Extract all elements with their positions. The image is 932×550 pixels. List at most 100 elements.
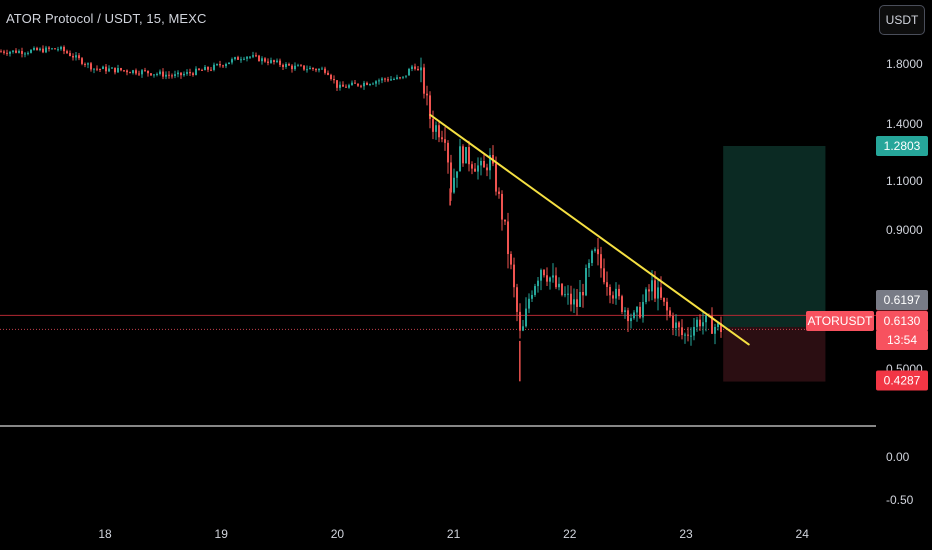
candle-body	[345, 86, 347, 88]
trendline[interactable]	[429, 114, 750, 346]
candle-body	[660, 287, 662, 298]
candle-body	[693, 326, 695, 336]
candle-body	[441, 137, 443, 140]
candle-body	[81, 58, 83, 64]
candle-body	[510, 254, 512, 265]
candle-body	[180, 72, 182, 76]
candle-body	[498, 191, 500, 194]
candle-body	[321, 68, 323, 70]
candle-body	[354, 82, 356, 84]
y-tick-label: 1.8000	[886, 57, 923, 71]
candle-body	[123, 70, 125, 72]
price-tag-countdown[interactable]	[876, 330, 928, 350]
candle-body	[210, 69, 212, 71]
candle-body	[90, 63, 92, 70]
candle-body	[600, 254, 602, 269]
candle-body	[450, 162, 452, 193]
candle-body	[327, 72, 329, 75]
candle-body	[162, 71, 164, 77]
candle-body	[318, 68, 320, 71]
candle-body	[666, 301, 668, 311]
price-tag-stop-bottom[interactable]	[876, 370, 928, 391]
y-tick-label: 0.00	[886, 450, 910, 464]
symbol-title: ATOR Protocol / USDT, 15, MEXC	[6, 11, 207, 26]
candle-body	[669, 310, 671, 316]
candle-body	[69, 53, 71, 56]
candle-body	[18, 51, 20, 53]
price-tag-prev-price[interactable]	[876, 290, 928, 310]
candle-body	[624, 310, 626, 312]
candle-body	[153, 74, 155, 76]
candle-body	[582, 291, 584, 296]
x-tick-label: 20	[331, 527, 345, 541]
candle-body	[234, 57, 236, 60]
y-tick-label: 1.4000	[886, 117, 923, 131]
candle-body	[366, 82, 368, 85]
candle-body	[522, 326, 524, 331]
candle-body	[225, 64, 227, 67]
candle-body	[687, 334, 689, 336]
currency-button[interactable]: USDT	[879, 5, 925, 35]
candle-body	[405, 75, 407, 77]
loss-zone[interactable]	[723, 327, 826, 382]
price-tag-last-price[interactable]	[876, 311, 928, 331]
price-tag-target[interactable]	[876, 136, 928, 156]
candle-body	[21, 51, 23, 54]
candle-body	[240, 59, 242, 61]
candle-body	[438, 125, 440, 138]
candle-body	[639, 306, 641, 318]
price-tag-text-last-price: 0.6130	[884, 314, 921, 328]
profit-zone[interactable]	[723, 146, 826, 327]
candle-body	[699, 319, 701, 327]
candle-body	[150, 73, 152, 76]
candle-body	[657, 287, 659, 299]
candle-body	[120, 68, 122, 71]
candle-body	[87, 63, 89, 65]
candle-body	[372, 83, 374, 85]
candle-body	[573, 299, 575, 305]
candle-body	[681, 327, 683, 336]
candle-body	[219, 64, 221, 66]
candle-body	[357, 83, 359, 86]
candle-body	[537, 280, 539, 287]
candle-body	[168, 74, 170, 76]
candle-body	[630, 318, 632, 322]
candle-body	[381, 78, 383, 81]
candle-body	[585, 267, 587, 296]
candle-body	[216, 64, 218, 66]
candle-body	[6, 52, 8, 54]
candle-body	[636, 306, 638, 313]
price-tag-symbol[interactable]	[806, 311, 874, 331]
candle-body	[324, 68, 326, 73]
y-tick-label: 1.1000	[886, 174, 923, 188]
candle-body	[3, 51, 5, 53]
candle-body	[531, 294, 533, 299]
candle-body	[102, 66, 104, 70]
candle-body	[390, 79, 392, 81]
candle-body	[342, 84, 344, 87]
candle-body	[0, 51, 2, 53]
candle-body	[432, 118, 434, 132]
candle-body	[315, 69, 317, 71]
x-tick-label: 22	[563, 527, 577, 541]
candle-body	[678, 322, 680, 328]
candle-body	[435, 125, 437, 132]
candle-body	[480, 160, 482, 166]
candle-body	[39, 48, 41, 51]
candle-body	[720, 323, 722, 333]
candle-body	[279, 60, 281, 65]
candle-body	[684, 334, 686, 336]
candle-body	[426, 93, 428, 96]
candle-body	[288, 64, 290, 66]
candle-body	[267, 61, 269, 63]
candle-body	[396, 77, 398, 80]
candle-body	[66, 51, 68, 54]
candle-body	[348, 85, 350, 88]
candle-body	[75, 55, 77, 58]
candle-body	[42, 48, 44, 53]
candle-body	[462, 146, 464, 164]
candle-body	[48, 47, 50, 49]
candle-body	[360, 85, 362, 87]
